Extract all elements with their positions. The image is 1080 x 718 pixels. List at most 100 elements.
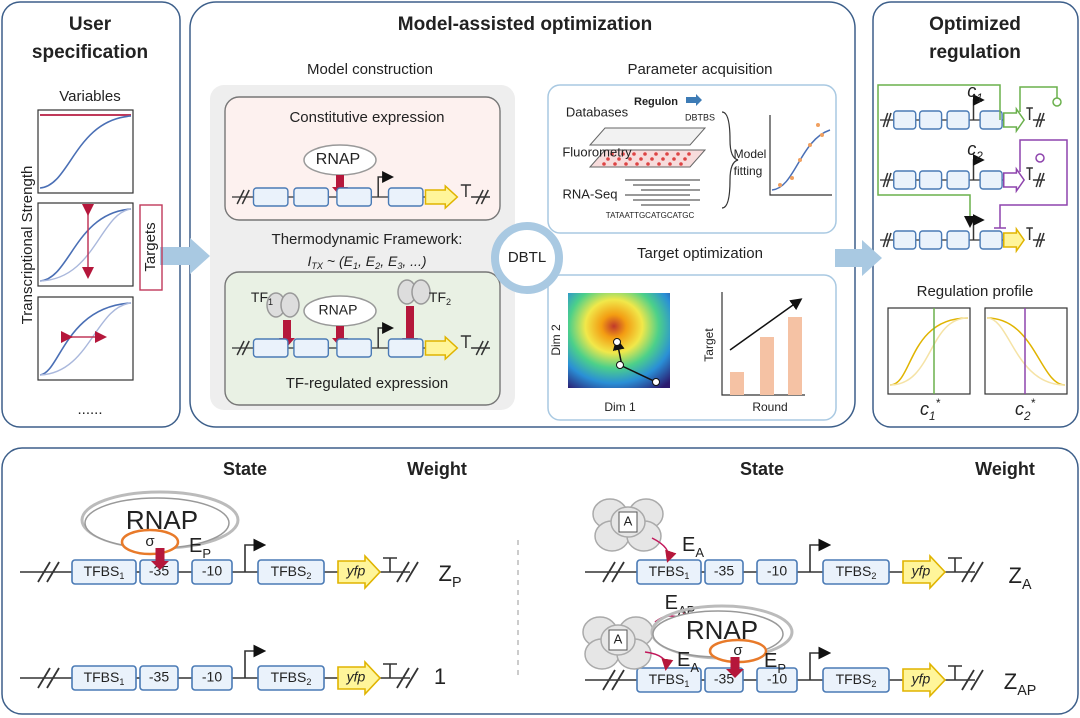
targets-box bbox=[139, 204, 163, 291]
label: 1 bbox=[434, 664, 446, 689]
well bbox=[632, 152, 636, 156]
text-part: E bbox=[189, 535, 202, 557]
label: Round bbox=[752, 400, 787, 414]
binding-site bbox=[893, 110, 917, 130]
axes bbox=[769, 115, 832, 196]
reporter bbox=[902, 553, 947, 591]
text-part: TFBS bbox=[84, 669, 120, 685]
panel-title: regulation bbox=[929, 42, 1021, 63]
text-part: TFBS bbox=[836, 563, 872, 579]
label: Target optimization bbox=[637, 245, 763, 262]
acquisition-box bbox=[547, 84, 837, 234]
text-part: c bbox=[920, 399, 929, 419]
text-part: TFBS bbox=[649, 671, 685, 687]
label: Regulation profile bbox=[917, 283, 1034, 300]
text-part: 1 bbox=[119, 677, 124, 687]
bar bbox=[730, 372, 744, 395]
text-part: 2 bbox=[871, 679, 876, 689]
label: Fluorometry bbox=[562, 144, 632, 159]
label: Databases bbox=[566, 104, 629, 119]
dna-break bbox=[236, 189, 250, 205]
reporter bbox=[1003, 166, 1026, 194]
curve bbox=[39, 208, 132, 282]
well bbox=[657, 162, 661, 166]
label: yfp bbox=[911, 563, 931, 579]
text-part: E bbox=[665, 592, 678, 614]
gene-part bbox=[822, 667, 890, 693]
regulation-link bbox=[1019, 86, 1058, 112]
activator-box bbox=[608, 629, 628, 651]
text-part: c bbox=[967, 81, 976, 101]
panel-title: Model-assisted optimization bbox=[398, 14, 652, 35]
label: Thermodynamic Framework: bbox=[272, 231, 463, 248]
text-part: * bbox=[935, 397, 940, 410]
text-part: 1 bbox=[929, 410, 936, 423]
reporter bbox=[1003, 226, 1026, 254]
terminator bbox=[383, 663, 397, 678]
binding-site bbox=[918, 230, 943, 250]
dna-break bbox=[37, 561, 60, 583]
label: DBTBS bbox=[685, 112, 715, 122]
label: yfp bbox=[346, 563, 366, 579]
mini-plot bbox=[37, 202, 134, 287]
label: ZA bbox=[1009, 563, 1032, 593]
text-part: 1 bbox=[268, 297, 273, 307]
label: -10 bbox=[767, 671, 787, 687]
well bbox=[654, 152, 658, 156]
promoter bbox=[244, 538, 267, 572]
well bbox=[617, 157, 621, 161]
promoter bbox=[809, 538, 832, 572]
label: TFBS2 bbox=[836, 671, 877, 690]
label: RNAP bbox=[319, 302, 358, 318]
label: TF-regulated expression bbox=[286, 375, 449, 392]
gene-part bbox=[139, 665, 179, 691]
dna-break bbox=[396, 561, 419, 583]
text-part: 3 bbox=[397, 261, 402, 271]
data-point bbox=[820, 133, 824, 137]
label: ZAP bbox=[1004, 669, 1037, 699]
label: -35 bbox=[149, 669, 169, 685]
text-part: TFBS bbox=[84, 563, 120, 579]
text-part: TFBS bbox=[271, 669, 307, 685]
reporter bbox=[424, 335, 459, 361]
gene-part bbox=[191, 559, 233, 585]
regulation-link bbox=[877, 84, 1001, 228]
binding-site bbox=[979, 170, 1003, 190]
text-part: Z bbox=[439, 561, 452, 586]
label: EA bbox=[677, 649, 699, 675]
label: Transcriptional Strength bbox=[19, 166, 36, 325]
terminator bbox=[1026, 167, 1033, 180]
dna-break bbox=[1032, 232, 1045, 248]
text-part: 2 bbox=[374, 261, 380, 271]
gene-part bbox=[71, 665, 137, 691]
label: TATAATTGCATGCATGC bbox=[606, 211, 695, 220]
dna-break bbox=[471, 340, 490, 356]
label: -35 bbox=[149, 563, 169, 579]
binding-site bbox=[946, 110, 970, 130]
dna-break bbox=[882, 232, 892, 248]
dna-break bbox=[602, 561, 625, 583]
plate bbox=[588, 127, 707, 146]
inducer bbox=[1052, 97, 1062, 107]
text-part: E bbox=[764, 650, 777, 672]
text-part: A bbox=[1022, 577, 1032, 593]
label: Target bbox=[702, 328, 716, 362]
text-part: 1 bbox=[684, 571, 689, 581]
gene-part bbox=[822, 559, 890, 585]
label: TFBS2 bbox=[271, 669, 312, 688]
panel-states bbox=[1, 447, 1079, 715]
label: -10 bbox=[202, 563, 222, 579]
gene-part bbox=[71, 559, 137, 585]
binding-site bbox=[893, 230, 917, 250]
panel-optimized bbox=[872, 1, 1079, 428]
label: ITX ~ (E1, E2, E3, ...) bbox=[307, 253, 426, 272]
text-part: TFBS bbox=[649, 563, 685, 579]
text-part: 1 bbox=[119, 571, 124, 581]
search-point bbox=[652, 378, 660, 386]
dna-break bbox=[1032, 112, 1045, 128]
terminator bbox=[1026, 107, 1033, 120]
well bbox=[676, 152, 680, 156]
binding-site bbox=[387, 187, 424, 207]
trend-arrow bbox=[729, 298, 803, 351]
